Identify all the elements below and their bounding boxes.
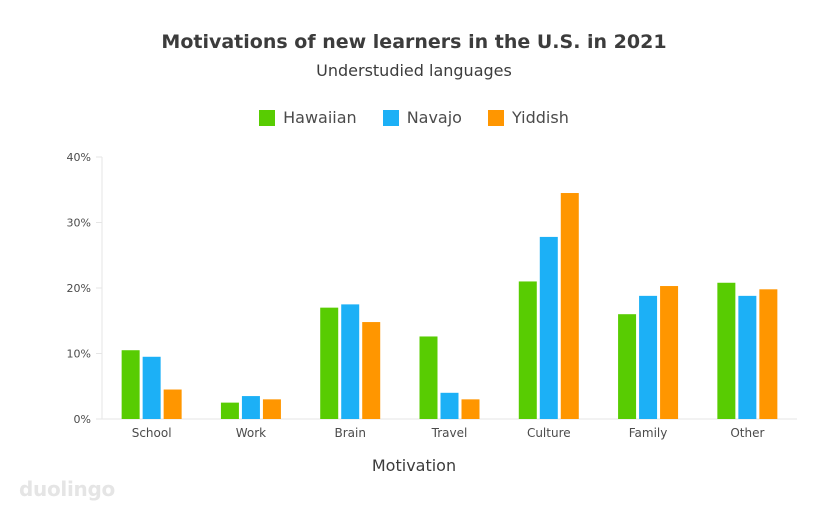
bar-hawaiian-travel bbox=[419, 336, 438, 419]
bar-hawaiian-school bbox=[121, 350, 140, 419]
bar-navajo-school bbox=[142, 356, 161, 419]
bar-hawaiian-culture bbox=[518, 281, 537, 419]
x-tick-label: School bbox=[132, 426, 172, 440]
bar-navajo-brain bbox=[341, 304, 360, 419]
x-tick-label: Culture bbox=[527, 426, 571, 440]
bar-navajo-work bbox=[241, 396, 260, 419]
x-tick-label: Other bbox=[730, 426, 764, 440]
bar-navajo-travel bbox=[440, 392, 459, 419]
legend-swatch-hawaiian bbox=[259, 109, 276, 126]
bar-navajo-culture bbox=[539, 236, 558, 419]
legend-label-navajo: Navajo bbox=[406, 108, 462, 127]
y-tick-label: 20% bbox=[67, 282, 91, 295]
x-tick-label: Family bbox=[629, 426, 668, 440]
y-tick-label: 30% bbox=[67, 217, 91, 230]
brand-logo: duolingo bbox=[19, 477, 115, 501]
x-tick-label: Work bbox=[236, 426, 266, 440]
bar-yiddish-travel bbox=[461, 399, 480, 419]
x-tick-label: Brain bbox=[334, 426, 365, 440]
bar-hawaiian-family bbox=[618, 314, 637, 419]
y-tick-label: 10% bbox=[67, 348, 91, 361]
bar-navajo-other bbox=[738, 295, 757, 419]
bar-navajo-family bbox=[639, 295, 658, 419]
chart-title: Motivations of new learners in the U.S. … bbox=[161, 31, 667, 53]
legend-item-hawaiian: Hawaiian bbox=[259, 108, 357, 127]
bar-hawaiian-work bbox=[220, 402, 239, 419]
legend-item-navajo: Navajo bbox=[382, 108, 462, 127]
legend-label-yiddish: Yiddish bbox=[511, 108, 569, 127]
legend-item-yiddish: Yiddish bbox=[487, 108, 569, 127]
y-tick-label: 0% bbox=[74, 413, 91, 426]
chart-legend: Hawaiian Navajo Yiddish bbox=[0, 108, 828, 127]
bar-hawaiian-brain bbox=[320, 307, 339, 419]
x-axis-label: Motivation bbox=[371, 456, 457, 475]
bar-yiddish-school bbox=[163, 389, 182, 419]
bar-yiddish-family bbox=[660, 286, 679, 419]
legend-label-hawaiian: Hawaiian bbox=[283, 108, 357, 127]
legend-swatch-navajo bbox=[382, 109, 399, 126]
bar-yiddish-culture bbox=[560, 193, 579, 419]
legend-swatch-yiddish bbox=[487, 109, 504, 126]
y-tick-label: 40% bbox=[67, 151, 91, 164]
chart-subtitle: Understudied languages bbox=[316, 61, 512, 80]
bar-hawaiian-other bbox=[717, 282, 736, 419]
bar-yiddish-work bbox=[262, 399, 281, 419]
bar-yiddish-brain bbox=[362, 322, 381, 419]
x-tick-label: Travel bbox=[431, 426, 468, 440]
bar-yiddish-other bbox=[759, 289, 778, 419]
